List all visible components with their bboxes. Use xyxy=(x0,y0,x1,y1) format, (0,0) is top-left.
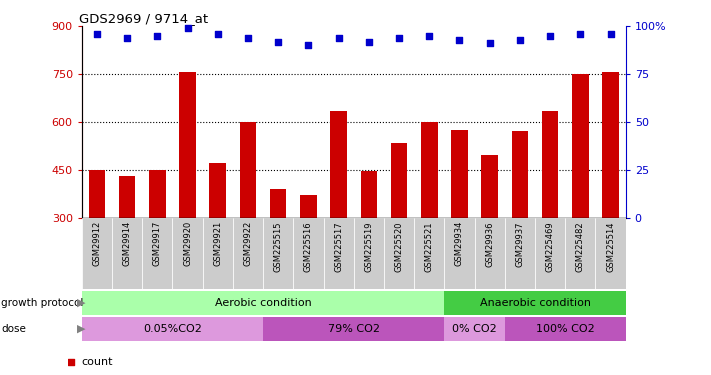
Text: GSM225514: GSM225514 xyxy=(606,221,615,272)
Bar xyxy=(505,317,626,341)
Bar xyxy=(270,189,287,217)
Text: 0% CO2: 0% CO2 xyxy=(452,324,497,334)
Point xyxy=(424,33,435,39)
FancyBboxPatch shape xyxy=(294,217,324,289)
Text: GSM225482: GSM225482 xyxy=(576,221,585,272)
Bar xyxy=(542,111,558,218)
Bar xyxy=(444,317,505,341)
Bar xyxy=(602,72,619,217)
FancyBboxPatch shape xyxy=(565,217,596,289)
Text: 79% CO2: 79% CO2 xyxy=(328,324,380,334)
FancyBboxPatch shape xyxy=(414,217,444,289)
Bar xyxy=(82,291,444,315)
Point xyxy=(393,35,405,41)
Text: 0.05%CO2: 0.05%CO2 xyxy=(143,324,202,334)
FancyBboxPatch shape xyxy=(353,217,384,289)
Point xyxy=(272,283,283,289)
FancyBboxPatch shape xyxy=(535,217,565,289)
Text: GSM225469: GSM225469 xyxy=(545,221,555,272)
Text: ▶: ▶ xyxy=(77,298,85,308)
Bar xyxy=(179,72,196,217)
Bar xyxy=(421,122,437,218)
Bar xyxy=(82,317,263,341)
Point xyxy=(303,42,314,48)
Point xyxy=(484,40,496,46)
Bar xyxy=(210,164,226,218)
Point xyxy=(514,37,525,43)
Text: GSM29937: GSM29937 xyxy=(515,221,525,267)
Bar xyxy=(391,142,407,218)
FancyBboxPatch shape xyxy=(475,217,505,289)
Point xyxy=(242,35,254,41)
FancyBboxPatch shape xyxy=(505,217,535,289)
Bar xyxy=(149,170,166,217)
Text: GSM225515: GSM225515 xyxy=(274,221,283,272)
Text: GSM225516: GSM225516 xyxy=(304,221,313,272)
Point xyxy=(333,35,344,41)
Text: Anaerobic condition: Anaerobic condition xyxy=(479,298,591,308)
Point xyxy=(454,37,465,43)
Text: Aerobic condition: Aerobic condition xyxy=(215,298,311,308)
Text: GSM29920: GSM29920 xyxy=(183,221,192,266)
FancyBboxPatch shape xyxy=(233,217,263,289)
Text: 100% CO2: 100% CO2 xyxy=(536,324,594,334)
FancyBboxPatch shape xyxy=(596,217,626,289)
Point xyxy=(122,35,133,41)
Text: count: count xyxy=(82,357,113,367)
Text: GSM29922: GSM29922 xyxy=(243,221,252,266)
Point xyxy=(182,25,193,31)
Bar xyxy=(512,132,528,218)
Text: GSM29936: GSM29936 xyxy=(485,221,494,267)
Point xyxy=(272,39,284,45)
Bar xyxy=(331,111,347,218)
FancyBboxPatch shape xyxy=(82,217,112,289)
Point xyxy=(545,33,556,39)
Text: dose: dose xyxy=(1,324,26,334)
Text: GSM225517: GSM225517 xyxy=(334,221,343,272)
Bar xyxy=(444,291,626,315)
Bar xyxy=(89,170,105,217)
Bar xyxy=(300,195,316,217)
Bar xyxy=(263,317,444,341)
FancyBboxPatch shape xyxy=(263,217,294,289)
Point xyxy=(605,31,616,37)
Point xyxy=(574,31,586,37)
Point xyxy=(272,112,283,118)
Text: GSM29921: GSM29921 xyxy=(213,221,223,266)
FancyBboxPatch shape xyxy=(324,217,353,289)
Bar xyxy=(572,74,589,217)
Text: GSM29912: GSM29912 xyxy=(92,221,102,266)
Point xyxy=(363,39,375,45)
Text: GSM225521: GSM225521 xyxy=(424,221,434,272)
Text: GSM29934: GSM29934 xyxy=(455,221,464,266)
Point xyxy=(212,31,223,37)
Text: GSM29917: GSM29917 xyxy=(153,221,162,266)
Text: ▶: ▶ xyxy=(77,324,85,334)
FancyBboxPatch shape xyxy=(142,217,172,289)
Point xyxy=(91,31,102,37)
Bar xyxy=(451,130,468,218)
FancyBboxPatch shape xyxy=(172,217,203,289)
FancyBboxPatch shape xyxy=(112,217,142,289)
Text: GSM225520: GSM225520 xyxy=(395,221,404,272)
Bar xyxy=(240,122,256,218)
Bar xyxy=(360,171,377,217)
Text: GSM29914: GSM29914 xyxy=(122,221,132,266)
FancyBboxPatch shape xyxy=(384,217,414,289)
FancyBboxPatch shape xyxy=(444,217,475,289)
Bar xyxy=(119,176,135,218)
Text: growth protocol: growth protocol xyxy=(1,298,84,308)
Bar xyxy=(481,155,498,218)
Point xyxy=(151,33,163,39)
Text: GDS2969 / 9714_at: GDS2969 / 9714_at xyxy=(79,12,208,25)
Text: GSM225519: GSM225519 xyxy=(364,221,373,272)
FancyBboxPatch shape xyxy=(203,217,233,289)
